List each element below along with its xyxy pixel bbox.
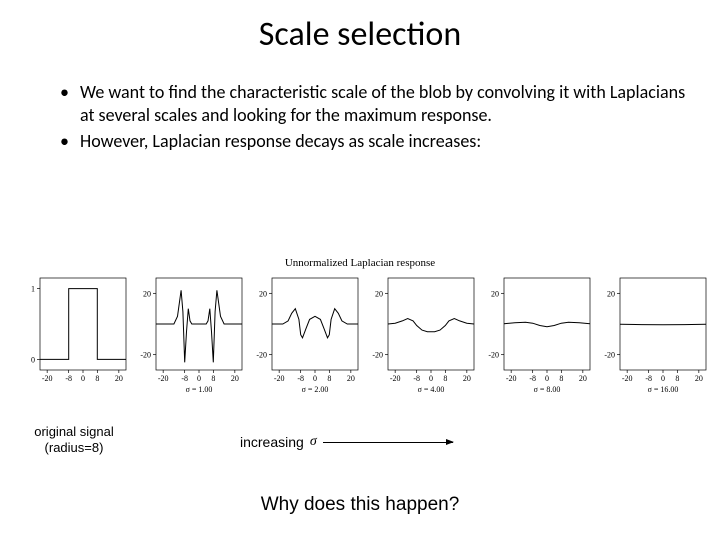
question-text: Why does this happen? [0,494,720,516]
svg-text:8: 8 [443,374,447,383]
chart-panels: 01-20-80820-2020-20-80820σ = 1.00-2020-2… [18,272,710,400]
svg-text:σ = 4.00: σ = 4.00 [418,385,445,392]
chart-panel-1: -20 20 -20 -8 0 8 20 σ = 1.00 [134,272,246,400]
arrow-icon [323,442,453,443]
chart-panel-2: -20 20 -20 -8 0 8 20 σ = 2.00 [250,272,362,400]
svg-text:-20: -20 [42,374,53,383]
svg-text:-8: -8 [65,374,72,383]
svg-text:20: 20 [115,374,123,383]
svg-text:20: 20 [231,374,239,383]
svg-text:8: 8 [327,374,331,383]
figure-title: Unnormalized Laplacian response [0,257,720,269]
page-title: Scale selection [0,14,720,55]
svg-text:-8: -8 [297,374,304,383]
svg-text:σ = 1.00: σ = 1.00 [186,385,213,392]
svg-text:20: 20 [463,374,471,383]
svg-text:20: 20 [143,289,151,298]
svg-text:0: 0 [31,355,35,364]
svg-text:8: 8 [559,374,563,383]
svg-text:-8: -8 [529,374,536,383]
svg-text:0: 0 [661,374,665,383]
chart-panel-5: -20 20 -20 -8 0 8 20 σ = 16.00 [598,272,710,400]
svg-text:20: 20 [259,289,267,298]
svg-text:-8: -8 [645,374,652,383]
svg-text:20: 20 [347,374,355,383]
svg-text:σ = 8.00: σ = 8.00 [534,385,561,392]
svg-text:-20: -20 [506,374,517,383]
svg-text:1: 1 [31,285,35,294]
svg-text:-20: -20 [372,351,383,360]
svg-text:-8: -8 [413,374,420,383]
svg-text:8: 8 [675,374,679,383]
caption-original-line2: (radius=8) [45,440,104,455]
svg-text:20: 20 [695,374,703,383]
caption-increasing: increasing σ [240,434,453,450]
sigma-symbol: σ [310,434,317,450]
caption-original-line1: original signal [34,424,114,439]
bullet-2: However, Laplacian response decays as sc… [60,130,690,153]
svg-text:-20: -20 [488,351,499,360]
svg-text:20: 20 [491,289,499,298]
svg-text:0: 0 [429,374,433,383]
svg-text:-20: -20 [274,374,285,383]
bullet-list: We want to find the characteristic scale… [60,81,690,153]
svg-text:-20: -20 [390,374,401,383]
svg-text:-20: -20 [158,374,169,383]
chart-panel-4: -20 20 -20 -8 0 8 20 σ = 8.00 [482,272,594,400]
svg-text:8: 8 [211,374,215,383]
svg-text:-20: -20 [140,351,151,360]
svg-text:0: 0 [545,374,549,383]
svg-text:σ = 16.00: σ = 16.00 [648,385,679,392]
caption-original: original signal (radius=8) [18,424,130,455]
chart-panel-0: 0 1 -20 -8 0 8 20 [18,272,130,400]
svg-text:0: 0 [197,374,201,383]
svg-text:0: 0 [81,374,85,383]
svg-text:-20: -20 [256,351,267,360]
svg-text:0: 0 [313,374,317,383]
svg-text:-8: -8 [181,374,188,383]
svg-text:-20: -20 [604,351,615,360]
chart-panel-3: -20 20 -20 -8 0 8 20 σ = 4.00 [366,272,478,400]
svg-text:σ = 2.00: σ = 2.00 [302,385,329,392]
svg-text:20: 20 [375,289,383,298]
svg-text:20: 20 [579,374,587,383]
bullet-1: We want to find the characteristic scale… [60,81,690,126]
svg-text:20: 20 [607,289,615,298]
caption-increasing-text: increasing [240,434,304,450]
svg-text:8: 8 [95,374,99,383]
svg-text:-20: -20 [622,374,633,383]
